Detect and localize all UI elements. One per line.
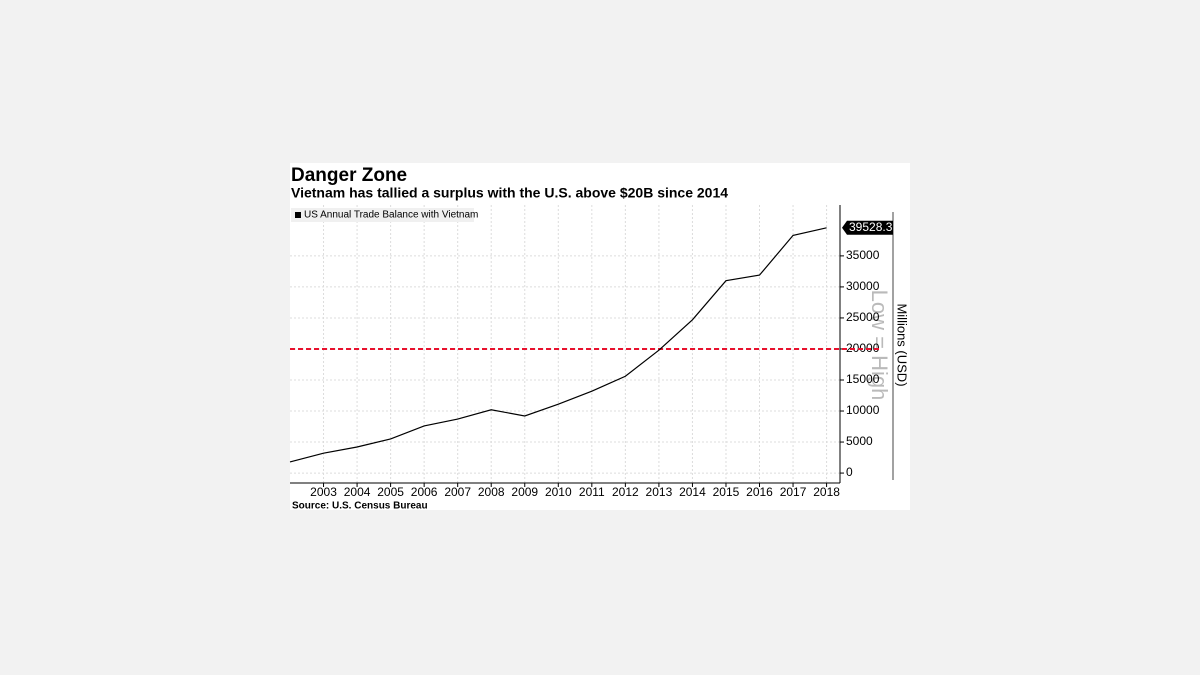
x-tick-label: 2003 (310, 485, 337, 499)
y-axis-label: Millions (USD) (895, 303, 910, 386)
x-tick-label: 2017 (780, 485, 807, 499)
y-tick-label: 35000 (846, 248, 880, 262)
line (289, 227, 827, 463)
y-tick-label: 25000 (846, 310, 880, 324)
y-tick-label: 0 (846, 465, 853, 479)
legend-label: US Annual Trade Balance with Vietnam (304, 210, 478, 221)
chart-subtitle: Vietnam has tallied a surplus with the U… (291, 185, 728, 201)
x-tick-label: 2005 (377, 485, 404, 499)
source: Source: U.S. Census Bureau (292, 501, 428, 512)
value-label: 39528.3 (849, 220, 893, 234)
legend-bg (291, 208, 474, 222)
y-tick-label: 30000 (846, 279, 880, 293)
x-tick-label: 2007 (444, 485, 471, 499)
chart-title: Danger Zone (291, 165, 407, 186)
x-tick-label: 2018 (813, 485, 840, 499)
y-tick-label: 15000 (846, 372, 880, 386)
value-label-box (842, 220, 893, 235)
x-tick-label: 2010 (545, 485, 572, 499)
x-tick-label: 2011 (579, 485, 605, 499)
x-tick-label: 2015 (713, 485, 740, 499)
x-tick-label: 2012 (612, 485, 639, 499)
y-tick-label: 10000 (846, 403, 880, 417)
y-tick-label: 5000 (846, 434, 873, 448)
x-tick-label: 2006 (411, 485, 438, 499)
watermark: Low = High (867, 290, 892, 401)
legend-swatch (295, 212, 301, 218)
x-tick-label: 2014 (679, 485, 706, 499)
x-tick-label: 2016 (746, 485, 773, 499)
x-tick-label: 2004 (344, 485, 371, 499)
x-tick-label: 2013 (646, 485, 673, 499)
x-tick-label: 2008 (478, 485, 505, 499)
x-tick-label: 2009 (511, 485, 538, 499)
